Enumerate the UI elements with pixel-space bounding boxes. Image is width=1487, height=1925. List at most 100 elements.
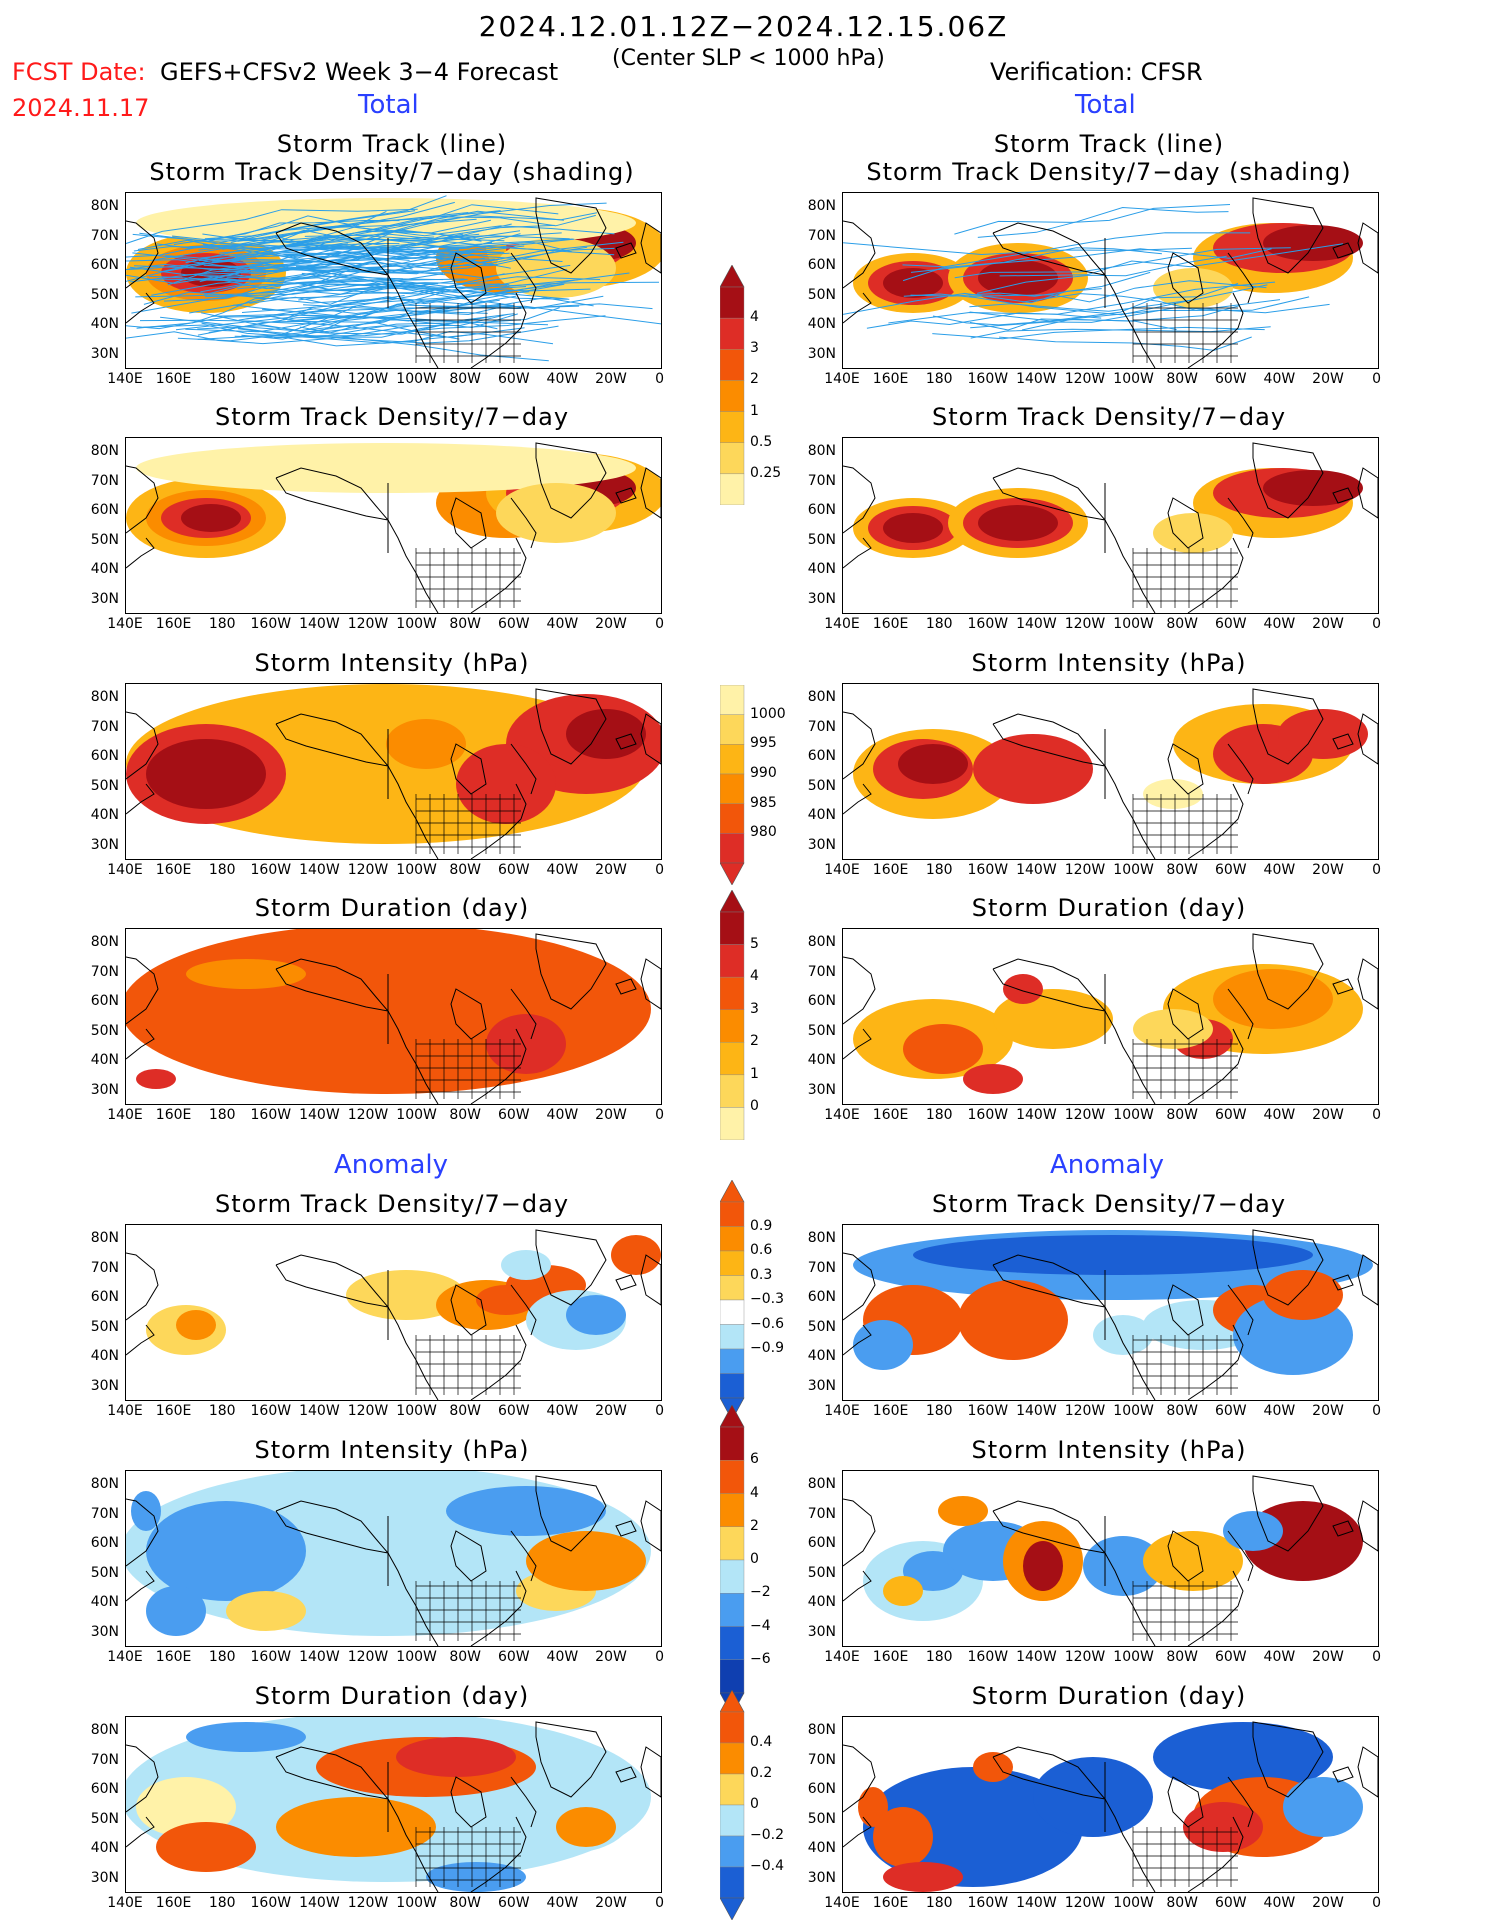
lon-label: 80W: [449, 862, 482, 878]
lon-label: 120W: [1064, 1649, 1106, 1665]
shading-region: [386, 719, 466, 769]
colorbar-label: 2: [750, 371, 759, 388]
colorbar-label: 3: [750, 1000, 759, 1017]
storm-track-lines: [843, 204, 1344, 351]
lat-label: 60N: [807, 1289, 836, 1305]
colorbar-label: −0.2: [750, 1827, 784, 1843]
lon-label: 120W: [347, 1895, 389, 1911]
shading-region: [1263, 470, 1363, 506]
lon-label: 80W: [1166, 1403, 1199, 1419]
map-panel-density-verification: [842, 437, 1379, 614]
shading-region: [1283, 1777, 1363, 1837]
lon-label: 20W: [1312, 1403, 1344, 1419]
lon-label: 100W: [396, 1895, 437, 1911]
lon-label: 140E: [824, 862, 860, 878]
lat-label: 50N: [90, 1564, 119, 1581]
lat-label: 30N: [90, 345, 119, 362]
lon-label: 160E: [872, 371, 909, 387]
lon-label: 80W: [449, 616, 482, 632]
lat-label: 60N: [90, 993, 119, 1009]
lon-label: 100W: [1113, 1403, 1154, 1419]
shading-region: [1003, 974, 1043, 1004]
lon-label: 40W: [546, 1895, 579, 1911]
lon-label: 180: [208, 371, 236, 387]
lat-label: 30N: [807, 345, 836, 362]
map-panel-density-anom-verification: [842, 1224, 1379, 1401]
lat-label: 70N: [90, 1505, 119, 1522]
lon-label: 160E: [872, 1107, 909, 1123]
lat-label: 30N: [807, 836, 836, 853]
lon-label: 180: [925, 1107, 953, 1123]
lon-label: 140W: [1016, 1895, 1057, 1911]
shading-region: [858, 1787, 888, 1827]
lon-label: 180: [925, 1895, 953, 1911]
panel-title-track-forecast: Storm Track (line): [276, 130, 508, 158]
lon-label: 40W: [1263, 1403, 1296, 1419]
lat-label: 70N: [90, 718, 119, 735]
lon-label: 160E: [155, 371, 192, 387]
lat-label: 50N: [90, 531, 119, 548]
lon-label: 180: [208, 616, 236, 632]
lon-label: 20W: [595, 1649, 627, 1665]
colorbar-label: 990: [750, 765, 777, 781]
colorbar-label: 5: [750, 935, 759, 952]
lat-label: 70N: [90, 963, 119, 980]
panel-title-intensity-verification: Storm Intensity (hPa): [971, 649, 1247, 677]
colorbar-duration: [720, 890, 745, 1140]
lon-label: 40W: [546, 616, 579, 632]
lon-label: 80W: [1166, 616, 1199, 632]
lon-label: 60W: [497, 1649, 530, 1665]
lon-label: 140E: [107, 1403, 143, 1419]
coastline: [843, 197, 1378, 368]
state-borders: [415, 303, 521, 363]
lat-label: 70N: [807, 1505, 836, 1522]
lon-label: 20W: [595, 862, 627, 878]
panel-title-density-verification: Storm Track Density/7−day: [931, 403, 1287, 431]
lon-label: 60W: [497, 616, 530, 632]
map-panel-track-forecast: [125, 192, 662, 369]
lon-label: 140W: [1016, 1649, 1057, 1665]
lat-label: 30N: [90, 1869, 119, 1886]
lon-label: 0: [655, 1895, 665, 1911]
lon-label: 140E: [824, 616, 860, 632]
lon-label: 120W: [347, 862, 389, 878]
shading-region: [136, 1777, 236, 1837]
lat-label: 40N: [807, 316, 836, 332]
lat-label: 60N: [807, 1781, 836, 1797]
lon-label: 100W: [396, 616, 437, 632]
colorbar-label: 2: [750, 1033, 759, 1050]
state-borders: [1132, 1335, 1238, 1395]
lon-label: 140W: [1016, 1403, 1057, 1419]
lon-label: 80W: [449, 1895, 482, 1911]
lon-label: 40W: [1263, 616, 1296, 632]
lon-label: 160E: [872, 1403, 909, 1419]
lat-label: 50N: [807, 1022, 836, 1039]
colorbar-label: −0.4: [750, 1858, 784, 1874]
state-borders: [1132, 303, 1238, 363]
lon-label: 0: [1372, 1895, 1382, 1911]
lon-label: 60W: [497, 1403, 530, 1419]
shading-region: [156, 1822, 256, 1872]
colorbar-label: 3: [750, 340, 759, 357]
lon-label: 160E: [155, 1107, 192, 1123]
colorbar-label: 0: [750, 1098, 759, 1115]
lon-label: 40W: [1263, 1649, 1296, 1665]
colorbar-label: 0.9: [750, 1217, 773, 1234]
lon-label: 0: [1372, 616, 1382, 632]
lat-label: 80N: [807, 198, 836, 214]
colorbar-label: −0.9: [750, 1340, 784, 1356]
lat-label: 60N: [807, 748, 836, 764]
panel-title-duration-anom-verification: Storm Duration (day): [971, 1682, 1247, 1710]
coastline: [126, 442, 661, 613]
coastline: [843, 1475, 1378, 1646]
shading-region: [146, 1501, 306, 1601]
lon-label: 160W: [967, 1895, 1009, 1911]
shading-region: [146, 1586, 206, 1636]
lat-label: 40N: [807, 1348, 836, 1364]
lon-label: 40W: [1263, 1107, 1296, 1123]
lat-label: 50N: [90, 777, 119, 794]
lon-label: 0: [1372, 1403, 1382, 1419]
shading-region: [958, 1280, 1068, 1360]
lat-label: 40N: [90, 1052, 119, 1068]
lon-label: 0: [1372, 1107, 1382, 1123]
